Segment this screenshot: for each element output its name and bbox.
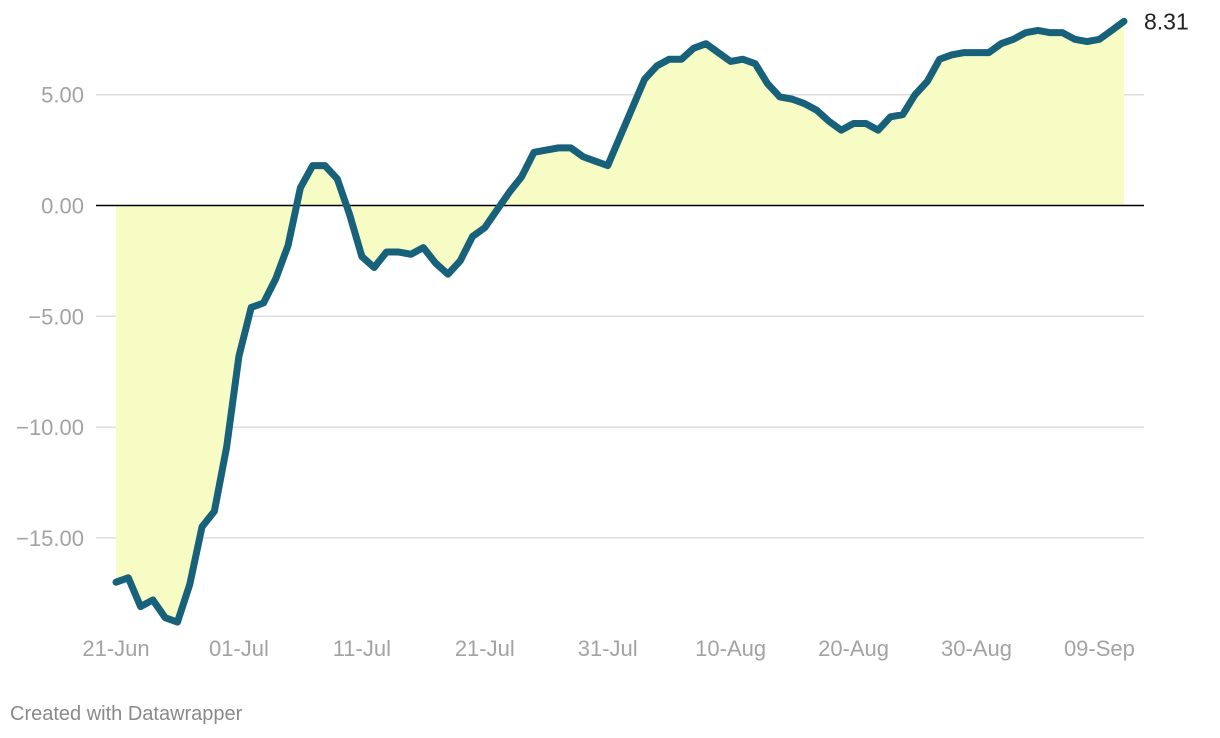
- x-tick-label: 31-Jul: [578, 636, 638, 661]
- x-tick-label: 09-Sep: [1064, 636, 1135, 661]
- series-line: [112, 17, 1128, 626]
- y-tick-label: −15.00: [16, 526, 84, 551]
- y-tick-label: −5.00: [28, 304, 84, 329]
- y-tick-label: 5.00: [41, 83, 84, 108]
- y-tick-label: −10.00: [16, 415, 84, 440]
- x-tick-label: 21-Jul: [455, 636, 515, 661]
- credit-text: Created with Datawrapper: [10, 703, 243, 725]
- x-tick-label: 20-Aug: [818, 636, 889, 661]
- x-tick-label: 11-Jul: [333, 636, 391, 661]
- area-fill: [116, 21, 1124, 623]
- x-tick-label: 10-Aug: [695, 636, 766, 661]
- x-tick-label: 30-Aug: [941, 636, 1012, 661]
- y-tick-label: 0.00: [41, 194, 84, 219]
- end-value-label: 8.31: [1144, 8, 1189, 34]
- x-tick-label: 01-Jul: [209, 636, 269, 661]
- y-axis-ticks: −15.00 −10.00 −5.00 0.00 5.00: [16, 83, 84, 551]
- x-axis-ticks: 21-Jun 01-Jul 11-Jul 21-Jul 31-Jul 10-Aug 20-A…: [82, 636, 1135, 661]
- x-tick-label: 21-Jun: [82, 636, 149, 661]
